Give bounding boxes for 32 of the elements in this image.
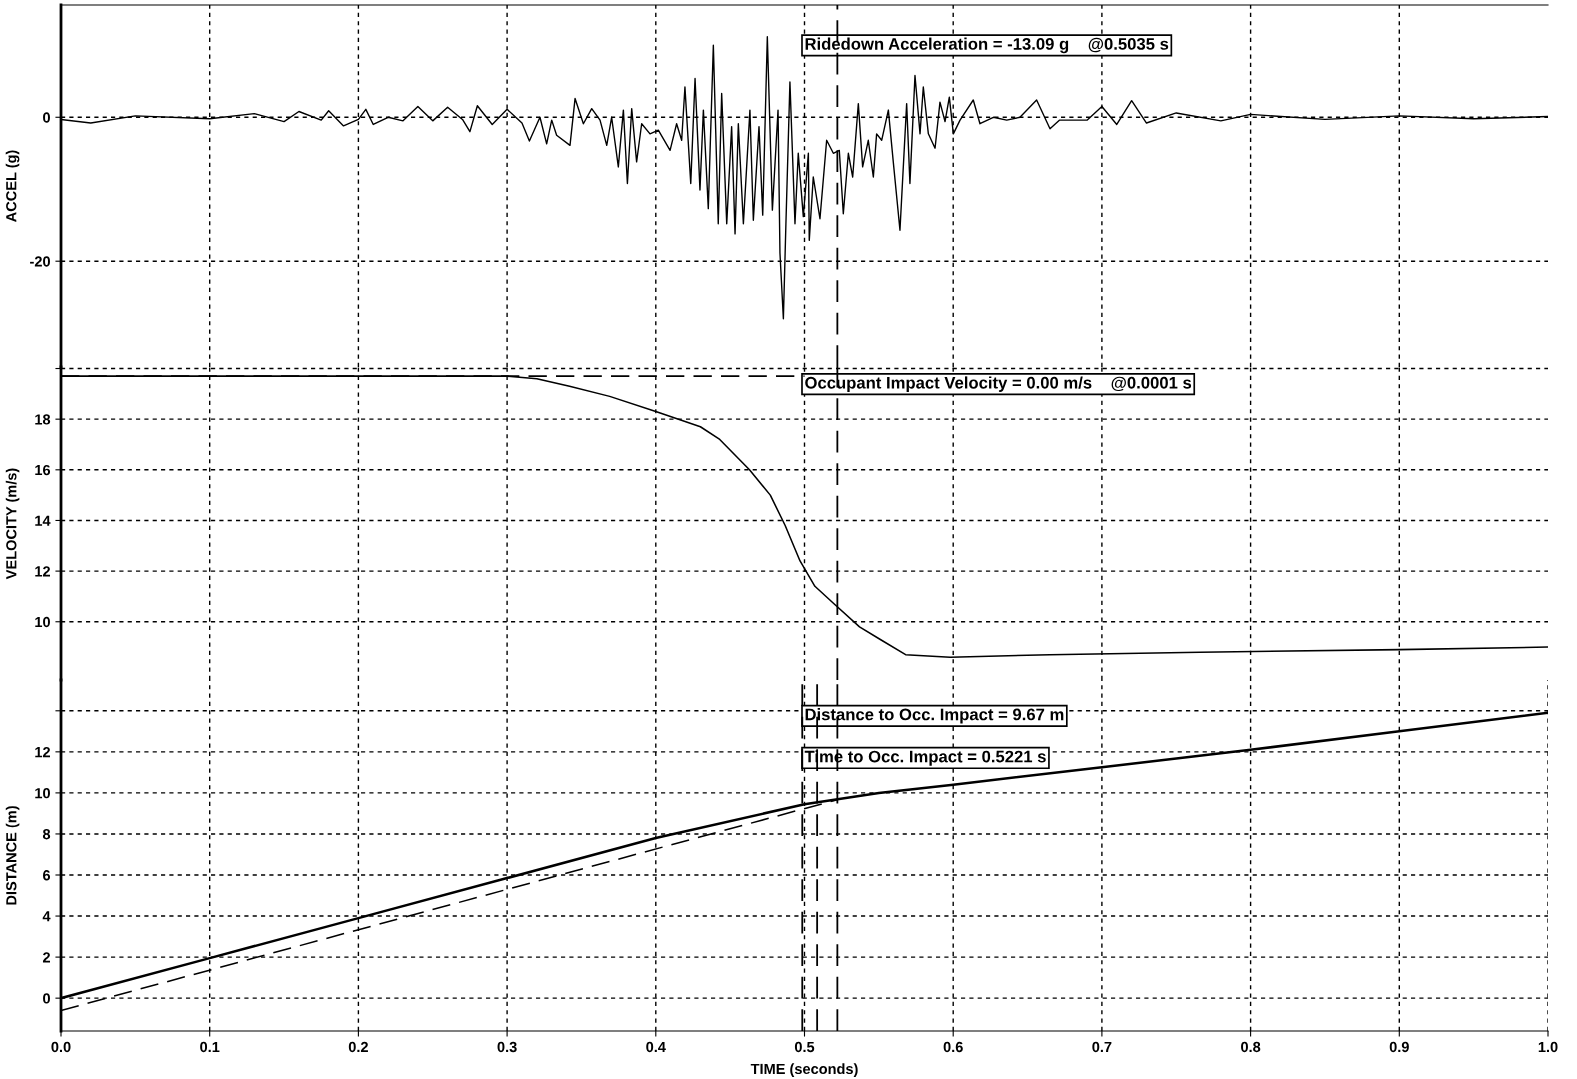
y-tick-label: 16 [35,464,51,476]
y-axis-title: DISTANCE (m) [5,806,20,905]
y-tick-label: 10 [35,788,50,799]
y-tick-label: 2 [42,952,50,963]
y-tick-label: -20 [30,256,50,267]
y-tick-label: 14 [35,515,51,526]
annotation: Occupant Impact Velocity = 0.00 m/s @0.0001 s [805,376,1192,392]
annotation: Distance to Occ. Impact = 9.67 m [805,708,1064,724]
x-tick-label: 0.9 [1389,1041,1409,1053]
y-tick-label: 8 [42,829,51,840]
x-tick-label: 0.4 [646,1041,666,1053]
x-tick-label: 0.3 [497,1041,517,1053]
y-tick-label: 0 [43,993,50,1004]
x-tick-label: 0.6 [943,1041,963,1053]
y-tick-label: 0 [43,112,50,123]
y-tick-label: 4 [42,911,51,922]
y-axis-title: VELOCITY (m/s) [5,468,20,580]
annotation: Ridedown Acceleration = -13.09 g @0.5035 s [805,37,1169,54]
y-axis-title: ACCEL (g) [5,150,20,222]
x-tick-label: 0.0 [51,1041,71,1053]
y-tick-label: 12 [35,746,50,758]
y-tick-label: 6 [43,870,51,881]
x-tick-label: 0.8 [1241,1041,1261,1053]
x-tick-label: 1.0 [1538,1041,1558,1053]
y-tick-label: 10 [35,616,50,628]
x-axis-title: TIME (seconds) [750,1063,858,1077]
y-tick-label: 18 [35,414,51,425]
x-tick-label: 0.5 [794,1041,815,1053]
y-tick-label: 12 [35,566,50,577]
x-tick-label: 0.7 [1092,1041,1112,1053]
x-tick-label: 0.1 [200,1041,220,1053]
x-tick-label: 0.2 [348,1041,368,1053]
